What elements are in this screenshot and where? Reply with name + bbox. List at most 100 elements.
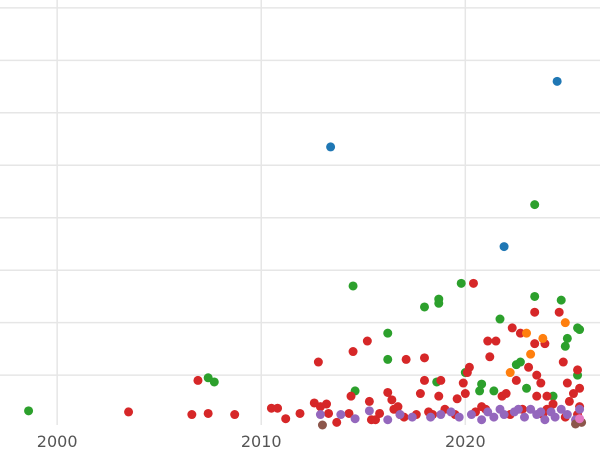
data-point-s2-44 <box>491 336 501 346</box>
data-point-s0-1 <box>326 142 336 152</box>
data-point-s2-8 <box>295 408 305 418</box>
data-point-s2-19 <box>364 396 374 406</box>
data-point-s4-12 <box>477 415 487 425</box>
data-point-s2-37 <box>460 389 470 399</box>
data-point-s2-28 <box>415 389 425 399</box>
data-point-s4-6 <box>407 412 417 422</box>
data-point-s4-29 <box>536 407 546 417</box>
data-point-s2-42 <box>483 336 493 346</box>
data-point-s2-13 <box>324 408 334 418</box>
data-point-s3-1 <box>526 349 536 359</box>
x-tick-label-2000: 2000 <box>37 432 78 450</box>
data-point-s2-12 <box>322 399 332 409</box>
data-point-s1-21 <box>560 341 570 351</box>
data-point-s2-35 <box>452 394 462 404</box>
data-point-s2-73 <box>371 415 381 425</box>
data-point-s2-61 <box>562 378 572 388</box>
data-point-s2-62 <box>564 396 574 406</box>
data-point-s3-2 <box>538 333 548 343</box>
data-point-s4-18 <box>513 404 523 414</box>
data-point-s2-64 <box>575 383 585 393</box>
data-point-s2-57 <box>542 391 552 401</box>
data-point-s4-3 <box>364 406 374 416</box>
data-point-s1-0 <box>24 406 34 416</box>
data-point-s2-22 <box>383 387 393 397</box>
x-axis-tick-labels: 2000 2010 2020 <box>37 432 486 450</box>
data-point-s2-18 <box>362 336 372 346</box>
data-point-s4-5 <box>395 410 405 420</box>
data-point-s1-14 <box>477 379 487 389</box>
data-point-s4-2 <box>350 414 360 424</box>
data-point-s2-55 <box>536 378 546 388</box>
data-point-s2-15 <box>344 408 354 418</box>
data-point-s1-13 <box>475 386 485 396</box>
data-point-s0-2 <box>499 242 509 252</box>
data-point-s2-40 <box>468 278 478 288</box>
data-point-s2-36 <box>458 378 468 388</box>
data-point-s2-4 <box>230 410 240 420</box>
data-point-s2-58 <box>548 399 558 409</box>
data-point-s1-11 <box>456 278 466 288</box>
data-point-s4-0 <box>315 410 325 420</box>
data-point-s1-5 <box>383 328 393 338</box>
data-point-s2-1 <box>187 410 197 420</box>
data-point-s6-0 <box>575 414 585 424</box>
data-point-s2-10 <box>313 357 323 367</box>
gridlines <box>0 0 600 425</box>
data-point-s2-32 <box>434 391 444 401</box>
data-point-s1-19 <box>530 291 540 301</box>
data-point-s3-4 <box>505 368 515 378</box>
data-point-s2-46 <box>501 389 511 399</box>
data-point-s4-10 <box>454 412 464 422</box>
data-point-s2-63 <box>573 365 583 375</box>
data-point-s4-25 <box>562 410 572 420</box>
data-point-s2-39 <box>464 362 474 372</box>
data-point-s2-14 <box>332 417 342 427</box>
data-point-s4-1 <box>336 410 346 420</box>
data-point-s5-0 <box>317 420 327 430</box>
data-point-s2-7 <box>281 414 291 424</box>
data-point-s1-24 <box>575 325 585 335</box>
data-point-s1-2 <box>209 377 219 387</box>
data-point-s1-9 <box>434 298 444 308</box>
data-point-s2-51 <box>530 339 540 349</box>
data-point-s1-27 <box>489 386 499 396</box>
data-point-s4-22 <box>540 415 550 425</box>
data-point-s2-48 <box>511 375 521 385</box>
data-point-s0-0 <box>552 76 562 86</box>
data-point-s2-3 <box>203 408 213 418</box>
data-point-s2-2 <box>193 375 203 385</box>
data-point-s1-18 <box>530 200 540 210</box>
data-point-s4-13 <box>483 407 493 417</box>
data-point-s1-6 <box>383 354 393 364</box>
data-point-s4-16 <box>499 410 509 420</box>
data-point-s1-26 <box>522 383 532 393</box>
data-point-s3-3 <box>560 318 570 328</box>
data-point-s2-33 <box>436 375 446 385</box>
data-point-s2-47 <box>507 323 517 333</box>
data-point-s4-14 <box>489 412 499 422</box>
data-point-s2-26 <box>401 354 411 364</box>
data-point-s2-59 <box>554 307 564 317</box>
data-point-s1-17 <box>515 357 525 367</box>
data-point-s2-54 <box>532 391 542 401</box>
data-point-s2-6 <box>273 403 283 413</box>
data-point-s4-20 <box>526 404 536 414</box>
data-point-s2-79 <box>393 402 403 412</box>
data-point-s4-4 <box>383 415 393 425</box>
data-point-s4-27 <box>575 404 585 414</box>
data-point-s3-0 <box>522 328 532 338</box>
x-tick-label-2010: 2010 <box>241 432 282 450</box>
data-point-s2-29 <box>419 375 429 385</box>
data-point-s2-53 <box>532 370 542 380</box>
data-point-s2-0 <box>124 407 134 417</box>
data-point-s4-19 <box>519 412 529 422</box>
data-point-s2-30 <box>419 353 429 363</box>
data-point-s2-50 <box>524 362 534 372</box>
data-point-s2-60 <box>558 357 568 367</box>
data-point-s4-8 <box>436 410 446 420</box>
data-point-s1-22 <box>562 333 572 343</box>
data-point-s4-9 <box>446 407 456 417</box>
data-point-s4-28 <box>550 412 560 422</box>
